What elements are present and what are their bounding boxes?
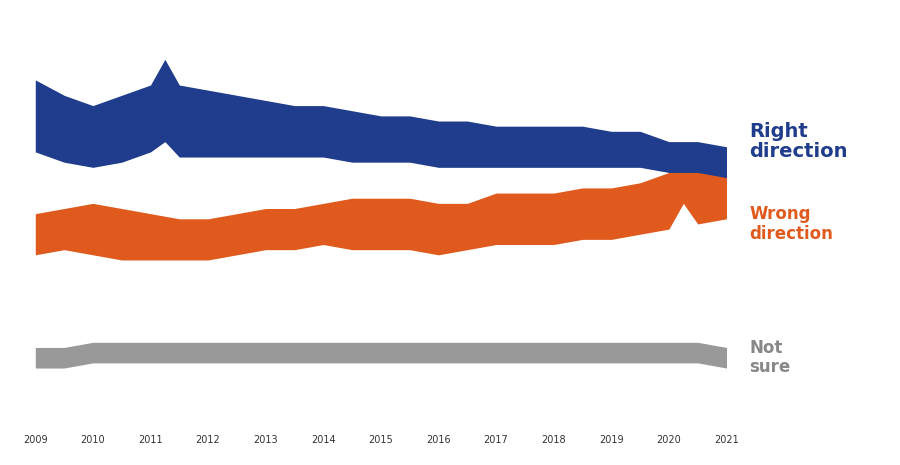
Text: Wrong
direction: Wrong direction bbox=[750, 205, 833, 243]
Text: 2020: 2020 bbox=[656, 435, 681, 445]
Text: 2018: 2018 bbox=[542, 435, 566, 445]
Text: 2021: 2021 bbox=[714, 435, 739, 445]
Text: 2011: 2011 bbox=[139, 435, 163, 445]
Text: 2015: 2015 bbox=[368, 435, 393, 445]
Text: 2019: 2019 bbox=[599, 435, 624, 445]
Text: Not
sure: Not sure bbox=[750, 339, 791, 377]
Text: 2014: 2014 bbox=[311, 435, 336, 445]
Text: 2016: 2016 bbox=[427, 435, 451, 445]
Text: Right
direction: Right direction bbox=[750, 122, 848, 161]
Text: 2009: 2009 bbox=[23, 435, 48, 445]
Text: 2010: 2010 bbox=[81, 435, 105, 445]
Text: 2013: 2013 bbox=[254, 435, 278, 445]
Text: 2012: 2012 bbox=[195, 435, 220, 445]
Text: 2017: 2017 bbox=[483, 435, 508, 445]
